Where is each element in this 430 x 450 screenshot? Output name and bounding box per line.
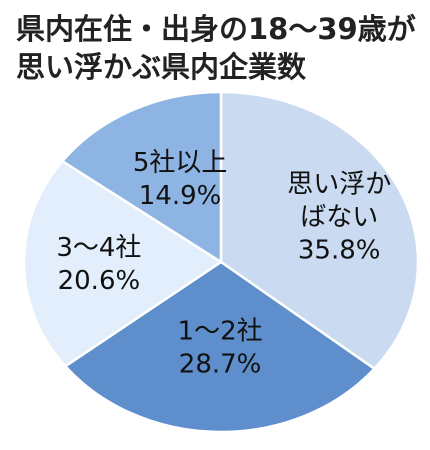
chart-title: 県内在住・出身の18～39歳が 思い浮かぶ県内企業数	[16, 10, 426, 86]
pie-slice-3-value: 20.6%	[58, 266, 141, 296]
pie-slice-3	[22, 159, 224, 368]
pie-slice-4	[60, 90, 223, 265]
pie-slice-4-value: 14.9%	[139, 181, 222, 211]
pie-slice-4-label: 5社以上	[133, 148, 228, 178]
pie-slice-3-label: 3～4社	[56, 233, 141, 263]
pie-slice-1-value: 35.8%	[298, 236, 381, 266]
pie-slice-2-label: 1～2社	[178, 317, 263, 347]
pie-slice-1-label: ばない	[300, 203, 378, 233]
pie-slice-2-value: 28.7%	[179, 350, 262, 380]
chart-title-line-2: 思い浮かぶ県内企業数	[16, 50, 307, 84]
chart-title-line-1: 県内在住・出身の18～39歳が	[16, 12, 416, 46]
pie-slice-1-label: 思い浮か	[287, 170, 391, 200]
pie-slice-2	[63, 260, 377, 434]
pie-slice-1	[219, 90, 420, 371]
